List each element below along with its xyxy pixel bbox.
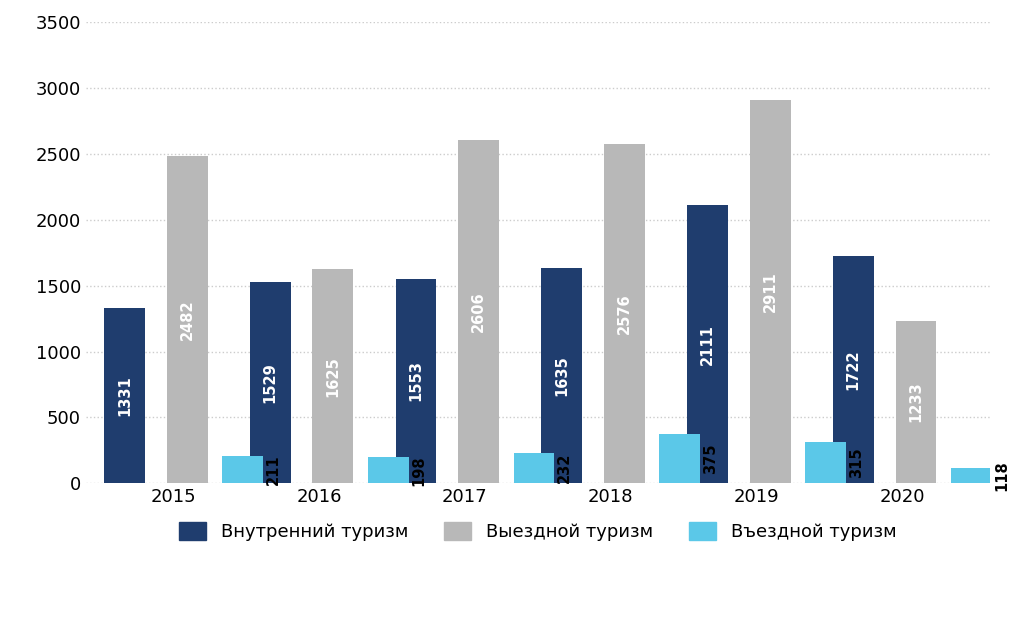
Text: 1722: 1722 [846, 350, 861, 390]
Bar [951, 468, 991, 483]
Text: 1553: 1553 [409, 360, 424, 401]
Bar [312, 269, 353, 483]
Bar [514, 453, 554, 483]
Text: 1635: 1635 [554, 355, 569, 396]
Text: 2606: 2606 [471, 291, 486, 332]
Bar [805, 442, 846, 483]
Bar [167, 156, 208, 483]
Text: 1233: 1233 [908, 382, 924, 423]
Text: 2111: 2111 [700, 324, 715, 365]
Text: 1625: 1625 [326, 356, 340, 397]
Text: 1529: 1529 [263, 362, 278, 403]
Bar [459, 140, 499, 483]
Bar [250, 282, 291, 483]
Bar [896, 321, 936, 483]
Bar [222, 455, 263, 483]
Bar [659, 434, 700, 483]
Text: 198: 198 [412, 455, 427, 486]
Legend: Внутренний туризм, Выездной туризм, Въездной туризм: Внутренний туризм, Выездной туризм, Въез… [172, 515, 903, 548]
Bar [368, 457, 409, 483]
Text: 2482: 2482 [179, 299, 195, 340]
Bar [604, 144, 645, 483]
Text: 1331: 1331 [117, 375, 132, 416]
Bar [104, 308, 144, 483]
Text: 2576: 2576 [616, 294, 632, 334]
Text: 118: 118 [994, 461, 1010, 491]
Text: 2911: 2911 [763, 271, 777, 312]
Text: 211: 211 [266, 454, 281, 485]
Bar [687, 205, 728, 483]
Bar [750, 100, 791, 483]
Bar [395, 278, 436, 483]
Text: 375: 375 [703, 444, 718, 474]
Text: 315: 315 [849, 447, 864, 478]
Bar [833, 256, 873, 483]
Text: 232: 232 [557, 453, 572, 483]
Bar [542, 268, 582, 483]
